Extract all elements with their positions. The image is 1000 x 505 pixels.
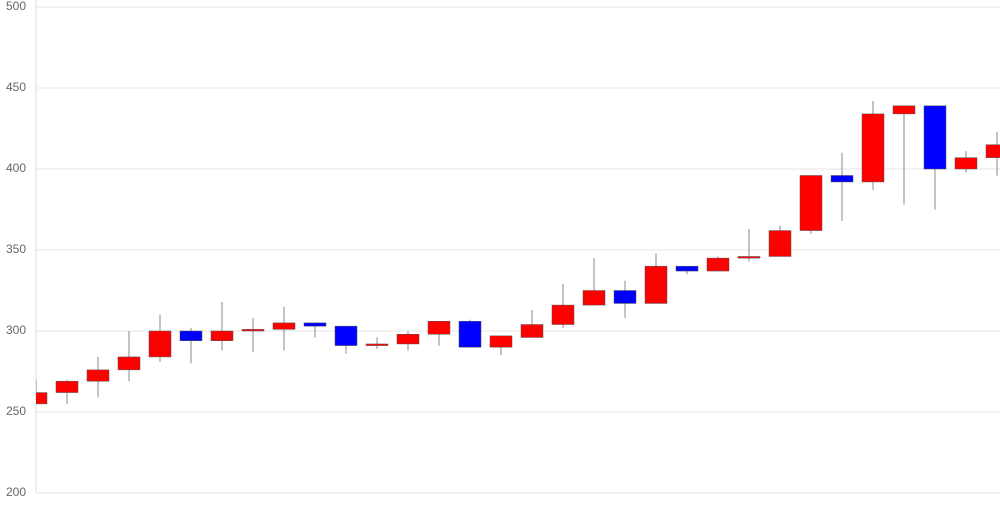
- candle-body: [55, 380, 79, 393]
- candle-body: [241, 329, 265, 332]
- candle-body: [179, 330, 203, 341]
- plot: [36, 100, 1000, 405]
- candle-body: [520, 324, 544, 338]
- candle-body: [954, 157, 978, 170]
- candle-body: [737, 256, 761, 259]
- y-tick-label: 250: [6, 404, 26, 418]
- candle-body: [458, 321, 482, 348]
- y-tick-label: 400: [6, 161, 26, 175]
- candle-body: [582, 290, 606, 306]
- candle-body: [923, 105, 947, 170]
- candle-body: [117, 356, 141, 371]
- y-tick-label: 350: [6, 242, 26, 256]
- candle-body: [148, 330, 172, 358]
- candle-body: [86, 369, 110, 382]
- candle-body: [210, 330, 234, 341]
- candle-body: [427, 321, 451, 335]
- candle-body: [985, 144, 1000, 158]
- candle-body: [706, 257, 730, 272]
- candle-body: [365, 343, 389, 346]
- candle-body: [36, 392, 48, 405]
- candle-body: [272, 322, 296, 330]
- candle-body: [334, 325, 358, 346]
- candle-body: [644, 265, 668, 304]
- candle-body: [489, 335, 513, 348]
- candle-body: [892, 105, 916, 115]
- candle-body: [303, 322, 327, 327]
- candle-body: [396, 333, 420, 345]
- candle-body: [551, 304, 575, 325]
- candle-body: [675, 265, 699, 272]
- candle-body: [799, 175, 823, 231]
- y-tick-label: 200: [6, 485, 26, 499]
- y-tick-label: 300: [6, 323, 26, 337]
- candle-body: [861, 113, 885, 183]
- candle-body: [830, 175, 854, 183]
- candle-body: [768, 230, 792, 257]
- y-tick-label: 450: [6, 80, 26, 94]
- candle-body: [613, 290, 637, 304]
- y-tick-label: 500: [6, 0, 26, 13]
